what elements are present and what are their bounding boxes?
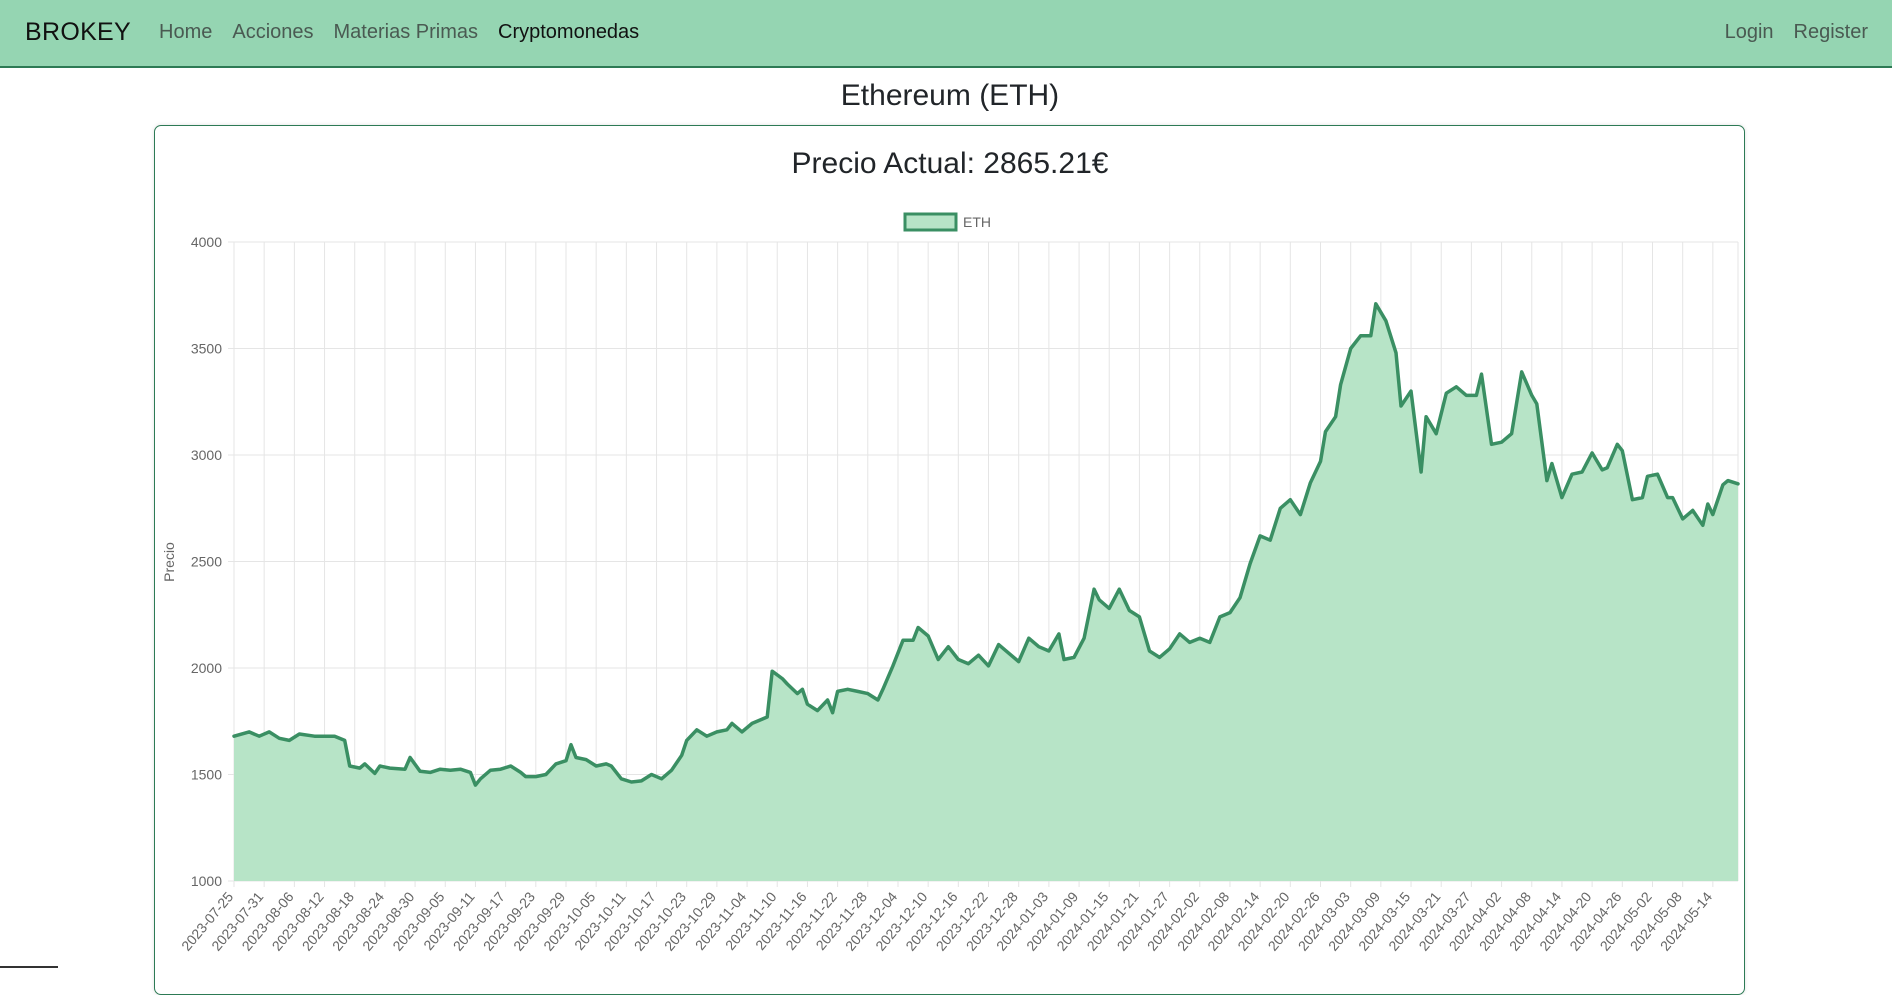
y-axis-label: Precio bbox=[161, 542, 177, 582]
nav-link-register[interactable]: Register bbox=[1793, 21, 1868, 43]
legend-label: ETH bbox=[963, 214, 991, 230]
series-eth-line bbox=[232, 302, 1740, 787]
y-tick-label: 1000 bbox=[191, 873, 222, 889]
y-tick-label: 2500 bbox=[191, 554, 222, 570]
y-tick-label: 3000 bbox=[191, 447, 222, 463]
page-title: Ethereum (ETH) bbox=[840, 79, 1060, 112]
auth-links: Login Register bbox=[1725, 21, 1868, 44]
y-tick-label: 1500 bbox=[191, 767, 222, 783]
nav-link-login[interactable]: Login bbox=[1724, 21, 1774, 43]
legend-swatch bbox=[903, 212, 958, 232]
nav-links: Home Acciones Materias Primas Cryptomone… bbox=[159, 21, 639, 44]
navbar: BROKEY Home Acciones Materias Primas Cry… bbox=[0, 0, 1892, 68]
current-price: Precio Actual: 2865.21€ bbox=[791, 147, 1109, 180]
y-tick-label: 4000 bbox=[191, 234, 222, 250]
nav-link-acciones[interactable]: Acciones bbox=[232, 21, 314, 43]
nav-link-materias-primas[interactable]: Materias Primas bbox=[333, 21, 478, 43]
brand-logo[interactable]: BROKEY bbox=[25, 18, 131, 46]
y-tick-label: 3500 bbox=[191, 341, 222, 357]
nav-link-cryptomonedas[interactable]: Cryptomonedas bbox=[498, 21, 640, 43]
window-edge bbox=[0, 966, 58, 968]
price-chart: 10001500200025003000350040002023-07-2520… bbox=[161, 212, 1740, 954]
series-eth-area bbox=[234, 303, 1738, 881]
nav-link-home[interactable]: Home bbox=[159, 21, 213, 43]
y-tick-label: 2000 bbox=[191, 660, 222, 676]
